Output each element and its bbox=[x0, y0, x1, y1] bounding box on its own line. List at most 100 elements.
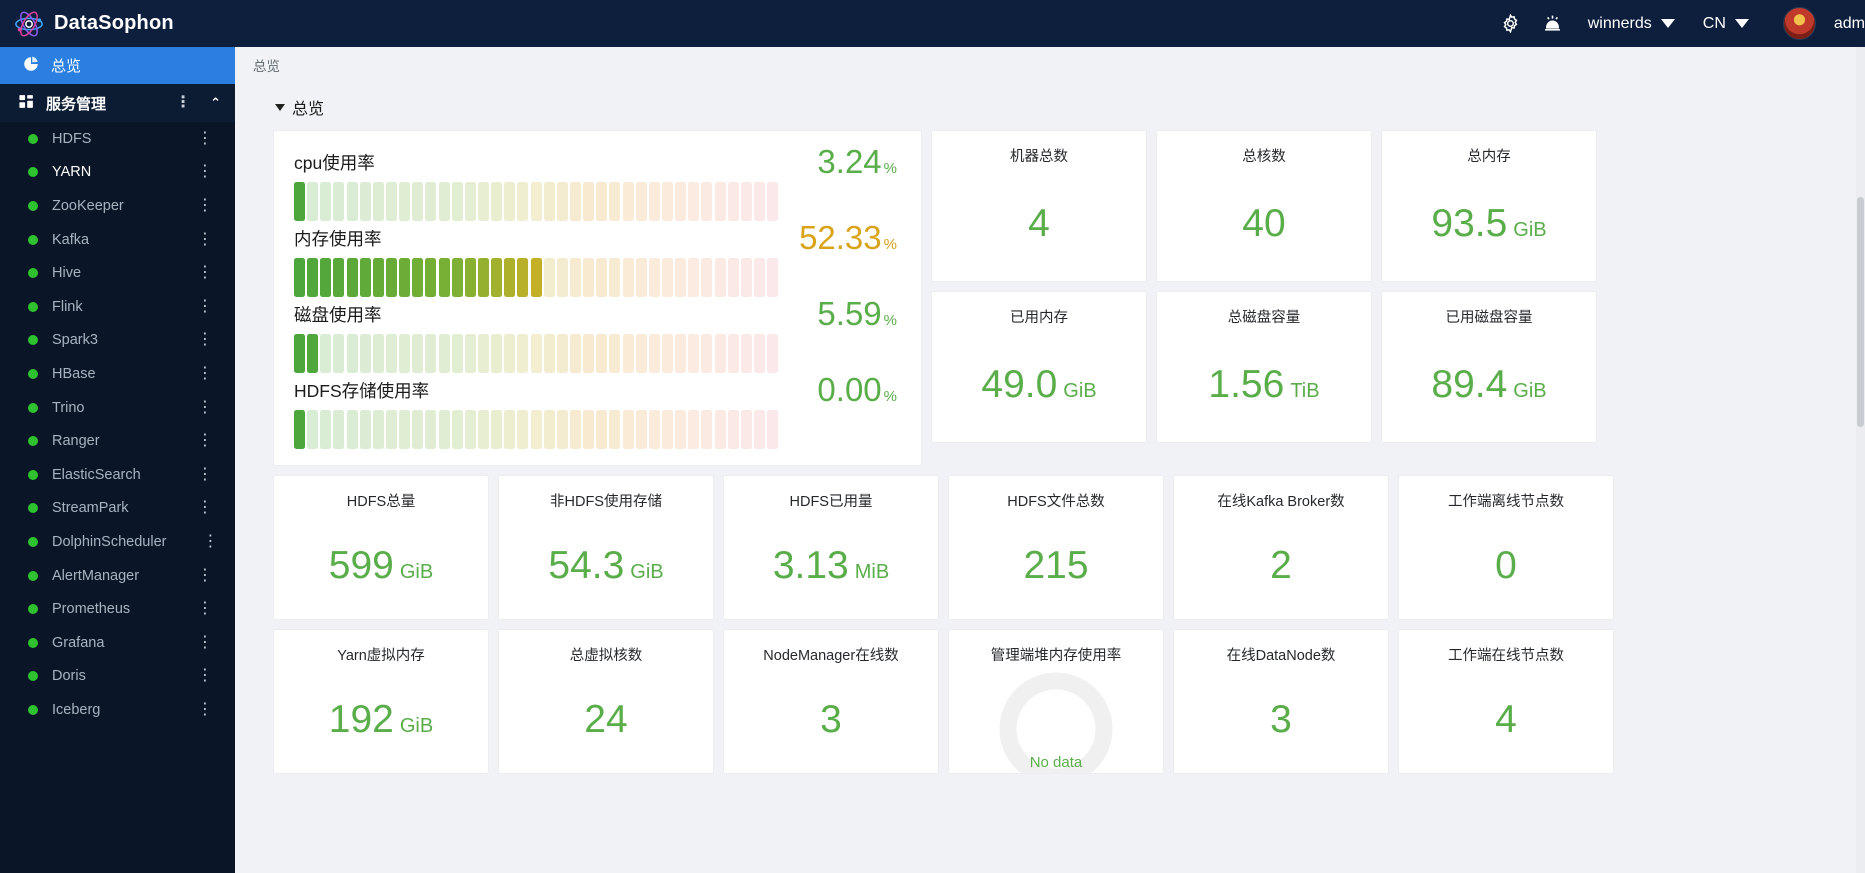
gauge-value-unit: % bbox=[883, 160, 897, 177]
donut-no-data-label: No data bbox=[1029, 754, 1083, 771]
language-selector[interactable]: CN bbox=[1689, 0, 1763, 47]
cluster-selector[interactable]: winnerds bbox=[1574, 0, 1689, 47]
sidebar-item-label: Grafana bbox=[52, 634, 105, 651]
overview-row-a: cpu使用率 3.24% 内存使用率 52.33% 磁盘使用率 5.59% HDFS存储使用… bbox=[273, 130, 1847, 466]
stat-card-value: 1.56 TiB bbox=[1208, 365, 1319, 404]
gauge-bar-segment bbox=[412, 334, 424, 373]
gauge-bar-segment bbox=[543, 258, 555, 297]
service-more-icon[interactable]: ⋮ bbox=[197, 465, 213, 483]
stat-card-body: 599 GiB bbox=[280, 511, 482, 619]
overview-collapse-header[interactable]: 总览 bbox=[235, 83, 1865, 130]
sidebar-item-yarn[interactable]: YARN ⋮ bbox=[0, 156, 235, 190]
stat-card-body: 0 bbox=[1405, 511, 1607, 619]
gauge-bar-segment bbox=[648, 258, 660, 297]
top-header: DataSophon winnerds bbox=[0, 0, 1865, 47]
gauge-bar-segment bbox=[451, 334, 463, 373]
sidebar-item-label: ElasticSearch bbox=[52, 466, 141, 483]
service-more-icon[interactable]: ⋮ bbox=[197, 297, 213, 315]
brand[interactable]: DataSophon bbox=[0, 9, 235, 39]
chevron-up-icon[interactable]: ⌃ bbox=[210, 95, 221, 110]
service-more-icon[interactable]: ⋮ bbox=[202, 532, 219, 550]
sidebar-item-dolphinscheduler[interactable]: DolphinScheduler ⋮ bbox=[0, 525, 235, 559]
sidebar-item-streampark[interactable]: StreamPark ⋮ bbox=[0, 492, 235, 526]
service-more-icon[interactable]: ⋮ bbox=[197, 600, 213, 618]
stat-card-number: 40 bbox=[1242, 202, 1286, 245]
sidebar-item-label: DolphinScheduler bbox=[52, 533, 167, 550]
gauge-bar-segment bbox=[767, 182, 779, 221]
sidebar-item-hbase[interactable]: HBase ⋮ bbox=[0, 357, 235, 391]
gauge-bar-segment bbox=[635, 182, 647, 221]
vertical-scrollbar[interactable] bbox=[1856, 47, 1865, 873]
status-dot-icon bbox=[28, 133, 38, 144]
stat-card-number: 215 bbox=[1023, 543, 1089, 587]
gauge-bar-segment bbox=[714, 334, 726, 373]
stat-card-value: 192 GiB bbox=[329, 700, 433, 739]
gauge-bar-segment bbox=[425, 182, 437, 221]
sidebar-item-prometheus[interactable]: Prometheus ⋮ bbox=[0, 592, 235, 626]
sidebar-item-spark3[interactable]: Spark3 ⋮ bbox=[0, 324, 235, 358]
sidebar-item-alertmanager[interactable]: AlertManager ⋮ bbox=[0, 559, 235, 593]
breadcrumb-current: 总览 bbox=[253, 59, 280, 74]
stat-card-value: 93.5 GiB bbox=[1431, 204, 1546, 243]
status-dot-icon bbox=[28, 368, 38, 379]
service-more-icon[interactable]: ⋮ bbox=[197, 398, 213, 416]
sidebar-item-hive[interactable]: Hive ⋮ bbox=[0, 256, 235, 290]
gauge-bar-segment bbox=[464, 334, 476, 373]
sidebar-item-doris[interactable]: Doris ⋮ bbox=[0, 660, 235, 694]
service-more-icon[interactable]: ⋮ bbox=[197, 196, 213, 214]
alarm-icon[interactable] bbox=[1532, 0, 1574, 47]
sidebar-item-kafka[interactable]: Kafka ⋮ bbox=[0, 223, 235, 257]
gauge-bar-segment bbox=[333, 258, 345, 297]
service-more-icon[interactable]: ⋮ bbox=[197, 264, 213, 282]
gauge-row: cpu使用率 3.24% bbox=[286, 145, 903, 221]
sidebar-item-hdfs[interactable]: HDFS ⋮ bbox=[0, 122, 235, 156]
gauge-bar-segment bbox=[464, 258, 476, 297]
stat-card-title: 非HDFS使用存储 bbox=[550, 494, 662, 510]
stat-card-value: 2 bbox=[1270, 546, 1292, 585]
sidebar-group-service-management[interactable]: 服务管理 ⋮ ⌃ bbox=[0, 84, 235, 122]
gauge-bar-track bbox=[286, 334, 779, 373]
stat-card-title: NodeManager在线数 bbox=[763, 648, 899, 664]
group-more-icon[interactable]: ⋮ bbox=[175, 94, 192, 111]
stat-card-value: 54.3 GiB bbox=[548, 546, 663, 585]
service-more-icon[interactable]: ⋮ bbox=[197, 129, 213, 147]
sidebar-item-overview[interactable]: 总览 bbox=[0, 47, 235, 84]
sidebar-item-flink[interactable]: Flink ⋮ bbox=[0, 290, 235, 324]
service-more-icon[interactable]: ⋮ bbox=[197, 364, 213, 382]
service-more-icon[interactable]: ⋮ bbox=[197, 667, 213, 685]
gauge-bar-segment bbox=[714, 410, 726, 449]
gauge-bar-segment bbox=[727, 410, 739, 449]
gauge-bar-segment bbox=[609, 410, 621, 449]
gauge-bar-segment bbox=[569, 258, 581, 297]
service-more-icon[interactable]: ⋮ bbox=[197, 230, 213, 248]
stat-card-unit: GiB bbox=[1513, 219, 1547, 241]
service-more-icon[interactable]: ⋮ bbox=[197, 432, 213, 450]
gear-icon[interactable] bbox=[1490, 0, 1532, 47]
status-dot-icon bbox=[28, 637, 38, 648]
sidebar-item-label: Kafka bbox=[52, 231, 90, 248]
sidebar-item-ranger[interactable]: Ranger ⋮ bbox=[0, 424, 235, 458]
user-name-label: adm bbox=[1833, 14, 1865, 32]
stat-card: 管理端堆内存使用率 No data bbox=[948, 629, 1164, 774]
overview-grid: cpu使用率 3.24% 内存使用率 52.33% 磁盘使用率 5.59% HDFS存储使用… bbox=[235, 130, 1865, 774]
stat-card-body: 3 bbox=[730, 665, 932, 773]
stat-card-title: 总核数 bbox=[1242, 149, 1286, 165]
gauge-bar-segment bbox=[767, 410, 779, 449]
scrollbar-thumb[interactable] bbox=[1857, 197, 1864, 427]
sidebar-item-iceberg[interactable]: Iceberg ⋮ bbox=[0, 693, 235, 727]
sidebar-item-grafana[interactable]: Grafana ⋮ bbox=[0, 626, 235, 660]
service-more-icon[interactable]: ⋮ bbox=[197, 700, 213, 718]
gauge-bar-segment bbox=[661, 334, 673, 373]
user-menu[interactable]: adm bbox=[1763, 0, 1865, 47]
service-more-icon[interactable]: ⋮ bbox=[197, 633, 213, 651]
service-more-icon[interactable]: ⋮ bbox=[197, 331, 213, 349]
panel-title: 总览 bbox=[292, 101, 325, 118]
gauge-bar-segment bbox=[635, 258, 647, 297]
service-more-icon[interactable]: ⋮ bbox=[197, 163, 213, 181]
sidebar-item-elasticsearch[interactable]: ElasticSearch ⋮ bbox=[0, 458, 235, 492]
sidebar-item-zookeeper[interactable]: ZooKeeper ⋮ bbox=[0, 189, 235, 223]
gauge-value: 3.24% bbox=[778, 145, 903, 178]
service-more-icon[interactable]: ⋮ bbox=[197, 499, 213, 517]
service-more-icon[interactable]: ⋮ bbox=[197, 566, 213, 584]
sidebar-item-trino[interactable]: Trino ⋮ bbox=[0, 391, 235, 425]
